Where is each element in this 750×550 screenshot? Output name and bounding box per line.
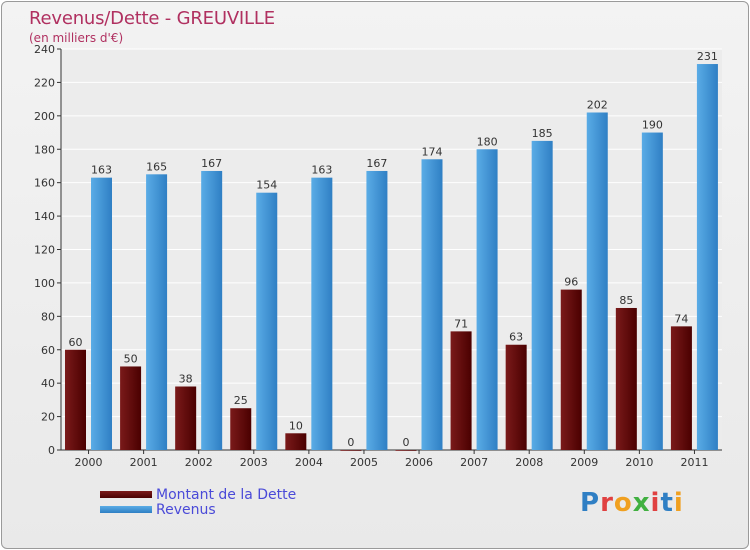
bar-revenue-2011 — [696, 64, 718, 450]
bar-revenue-2010 — [641, 132, 663, 450]
bar-debt-2001 — [120, 366, 142, 450]
bar-debt-2008 — [505, 344, 527, 450]
chart-title: Revenus/Dette - GREUVILLE — [29, 8, 275, 29]
data-label-revenue-2007: 180 — [477, 135, 498, 148]
data-label-debt-2011: 74 — [674, 312, 688, 325]
logo-letter: r — [600, 488, 614, 518]
data-label-revenue-2008: 185 — [532, 127, 553, 140]
data-label-debt-2002: 38 — [179, 373, 193, 386]
data-label-debt-2000: 60 — [69, 336, 83, 349]
x-tick-label: 2009 — [570, 456, 598, 469]
logo-letter: x — [632, 488, 651, 518]
logo-letter: i — [650, 488, 661, 518]
bar-debt-2003 — [230, 408, 252, 450]
x-tick-label: 2002 — [185, 456, 213, 469]
y-tick-label: 220 — [34, 76, 55, 89]
y-tick-label: 100 — [34, 277, 55, 290]
bar-debt-2009 — [560, 289, 582, 450]
data-label-debt-2009: 96 — [564, 276, 578, 289]
data-label-debt-2006: 0 — [403, 436, 410, 449]
y-tick-label: 120 — [34, 244, 55, 257]
logo-letter: t — [660, 488, 674, 518]
logo-letter: o — [613, 488, 633, 518]
data-label-debt-2007: 71 — [454, 317, 468, 330]
bar-revenue-2003 — [256, 192, 278, 451]
data-label-revenue-2002: 167 — [201, 157, 222, 170]
legend-item-revenue: Revenus — [100, 501, 296, 518]
x-tick-label: 2001 — [130, 456, 158, 469]
bar-debt-2005 — [340, 450, 362, 451]
bar-revenue-2002 — [201, 170, 223, 451]
y-tick-label: 20 — [41, 411, 55, 424]
x-tick-label: 2007 — [460, 456, 488, 469]
x-tick-label: 2005 — [350, 456, 378, 469]
data-label-revenue-2009: 202 — [587, 98, 608, 111]
y-tick-label: 140 — [34, 210, 55, 223]
data-label-revenue-2004: 163 — [311, 164, 332, 177]
bar-debt-2002 — [175, 386, 197, 450]
data-label-debt-2001: 50 — [124, 352, 138, 365]
bar-debt-2011 — [670, 326, 692, 450]
x-tick-label: 2008 — [515, 456, 543, 469]
bar-revenue-2006 — [421, 159, 443, 450]
data-label-revenue-2003: 154 — [256, 179, 277, 192]
bar-revenue-2008 — [531, 140, 553, 451]
bar-revenue-2001 — [146, 174, 168, 450]
chart-legend: Montant de la Dette Revenus — [100, 486, 297, 518]
bar-debt-2000 — [65, 349, 86, 450]
data-label-debt-2005: 0 — [347, 436, 354, 449]
data-label-revenue-2005: 167 — [366, 157, 387, 170]
bar-revenue-2000 — [91, 177, 112, 450]
bar-revenue-2009 — [586, 112, 608, 450]
data-label-debt-2004: 10 — [289, 419, 303, 432]
bar-revenue-2004 — [311, 177, 333, 450]
x-tick-label: 2004 — [295, 456, 323, 469]
data-label-revenue-2001: 165 — [146, 160, 167, 173]
proxiti-logo: Proxiti — [580, 488, 684, 518]
bar-debt-2004 — [285, 433, 307, 450]
data-label-revenue-2006: 174 — [422, 145, 443, 158]
legend-label-debt: Montant de la Dette — [156, 486, 297, 503]
data-label-debt-2003: 25 — [234, 394, 248, 407]
chart-subtitle: (en milliers d'€) — [29, 31, 124, 45]
legend-label-revenue: Revenus — [156, 501, 216, 518]
y-tick-label: 180 — [34, 143, 55, 156]
x-tick-label: 2003 — [240, 456, 268, 469]
y-tick-label: 40 — [41, 377, 55, 390]
legend-swatch-debt — [100, 491, 152, 498]
legend-swatch-revenue — [100, 506, 152, 513]
data-label-revenue-2011: 231 — [697, 50, 718, 63]
x-tick-label: 2011 — [680, 456, 708, 469]
bar-debt-2007 — [450, 331, 472, 450]
y-tick-label: 0 — [48, 444, 55, 457]
data-label-debt-2008: 63 — [509, 331, 523, 344]
y-tick-label: 200 — [34, 110, 55, 123]
bar-debt-2006 — [395, 450, 417, 451]
y-tick-label: 160 — [34, 177, 55, 190]
logo-letter: P — [580, 488, 601, 518]
legend-item-debt: Montant de la Dette — [100, 486, 297, 503]
x-tick-label: 2010 — [625, 456, 653, 469]
x-tick-label: 2000 — [75, 456, 103, 469]
data-label-revenue-2000: 163 — [91, 164, 112, 177]
y-tick-label: 80 — [41, 310, 55, 323]
y-tick-label: 240 — [34, 43, 55, 56]
data-label-revenue-2010: 190 — [642, 119, 663, 132]
bar-revenue-2005 — [366, 170, 388, 451]
bar-revenue-2007 — [476, 149, 498, 450]
y-tick-label: 60 — [41, 344, 55, 357]
logo-letter: i — [673, 488, 684, 518]
data-label-debt-2010: 85 — [619, 294, 633, 307]
bar-debt-2010 — [615, 307, 637, 450]
x-tick-label: 2006 — [405, 456, 433, 469]
